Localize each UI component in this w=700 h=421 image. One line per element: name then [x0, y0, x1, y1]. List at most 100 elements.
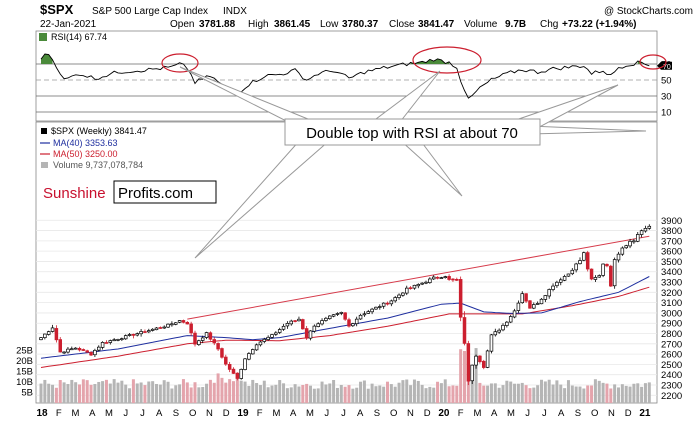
source-credit: @ StockCharts.com: [604, 6, 693, 17]
candle-body: [512, 310, 517, 318]
x-axis-label: M: [473, 408, 481, 419]
volume-bar: [239, 380, 243, 403]
candle-body: [96, 346, 101, 351]
candle-body: [366, 311, 371, 314]
volume-bar: [62, 382, 66, 403]
candle-body: [100, 342, 105, 348]
volume-bar: [509, 381, 513, 403]
volume-bar: [478, 382, 482, 403]
volume-bar: [197, 387, 201, 403]
price-tick-label: 2200: [661, 391, 682, 402]
volume-bar: [305, 383, 309, 403]
candle-body: [331, 314, 336, 317]
candle-body: [104, 342, 109, 344]
candle-body: [220, 348, 224, 358]
volume-tick-label: 15B: [16, 367, 33, 378]
volume-bar: [443, 379, 447, 403]
volume-value: 9.7B: [505, 19, 526, 30]
candle-body: [293, 320, 297, 322]
volume-bar: [309, 385, 312, 403]
volume-bar: [255, 383, 259, 403]
candle-body: [508, 316, 513, 323]
volume-bar: [43, 379, 47, 403]
volume-bar: [574, 386, 578, 403]
x-axis-label: J: [341, 408, 346, 419]
volume-bar: [643, 383, 647, 403]
x-axis-label: A: [357, 408, 364, 419]
candle-body: [208, 332, 213, 340]
candle-body: [605, 263, 609, 267]
candle-body: [239, 368, 243, 379]
x-axis-label: N: [407, 408, 414, 419]
ma40-line: [40, 276, 650, 359]
volume-tick-label: 25B: [16, 346, 33, 357]
volume-bar: [247, 385, 251, 403]
candle-body: [216, 343, 220, 350]
volume-bar: [147, 381, 151, 403]
x-axis-label: F: [56, 408, 62, 419]
volume-bar: [297, 386, 301, 403]
rsi-tick-label: 10: [661, 108, 672, 119]
watermark-part2-box: [113, 180, 217, 204]
volume-bar: [228, 379, 232, 403]
rising-trendline: [187, 235, 650, 320]
volume-bar: [266, 387, 270, 403]
candle-body: [162, 326, 166, 329]
candle-body: [578, 260, 582, 265]
volume-bar: [370, 383, 374, 403]
volume-bar: [536, 385, 540, 403]
volume-bar: [51, 384, 55, 403]
candle-body: [358, 314, 363, 320]
candle-body: [185, 321, 190, 325]
candle-body: [135, 333, 140, 336]
volume-bar: [416, 380, 420, 403]
volume-bar: [613, 384, 617, 403]
volume-bar: [497, 387, 501, 403]
rsi-tick-label: 50: [661, 76, 672, 87]
price-tick-label: 2800: [661, 329, 682, 340]
candle-body: [247, 353, 251, 360]
volume-bar: [155, 383, 158, 403]
low-label: Low: [320, 19, 339, 30]
price-tick-label: 2400: [661, 370, 682, 381]
price-candles: [39, 224, 652, 386]
x-axis-label: M: [273, 408, 281, 419]
candle-body: [412, 284, 417, 289]
rsi-label: RSI(14) 67.74: [51, 32, 107, 42]
candle-body: [170, 323, 174, 326]
volume-bar: [424, 388, 428, 403]
volume-bar: [455, 385, 459, 403]
price-legend: $SPX (Weekly) 3841.47 MA(40) 3353.63 MA(…: [40, 126, 147, 170]
candle-body: [474, 355, 478, 366]
candle-body: [123, 335, 128, 340]
x-axis-label: F: [257, 408, 263, 419]
candle-body: [166, 323, 170, 328]
annotation-callout: Double top with RSI at about 70: [179, 66, 647, 259]
x-axis-label: A: [89, 408, 96, 419]
volume-bar: [81, 379, 85, 403]
rsi-circle-2: [412, 46, 482, 74]
x-axis-label: J: [324, 408, 329, 419]
price-tick-label: 3500: [661, 257, 682, 268]
price-tick-label: 3900: [661, 216, 682, 227]
volume-legend: Volume 9,737,078,784: [53, 160, 143, 170]
candle-body: [424, 281, 428, 284]
candle-body: [127, 334, 132, 336]
high-label: High: [248, 19, 269, 30]
candle-body: [54, 328, 59, 341]
volume-bar: [312, 388, 316, 403]
volume-bar: [436, 381, 440, 403]
volume-bar: [178, 384, 182, 403]
rsi-legend-swatch: [39, 33, 47, 41]
candle-body: [262, 338, 267, 342]
x-axis-label: 18: [36, 408, 48, 419]
volume-bar: [636, 383, 640, 403]
volume-bar: [647, 382, 651, 403]
volume-bar: [540, 379, 543, 403]
candle-body: [505, 321, 509, 326]
candle-body: [50, 327, 55, 332]
volume-bar: [232, 381, 235, 403]
candle-body: [204, 332, 209, 338]
volume-bar: [640, 386, 644, 403]
candle-body: [85, 350, 89, 353]
